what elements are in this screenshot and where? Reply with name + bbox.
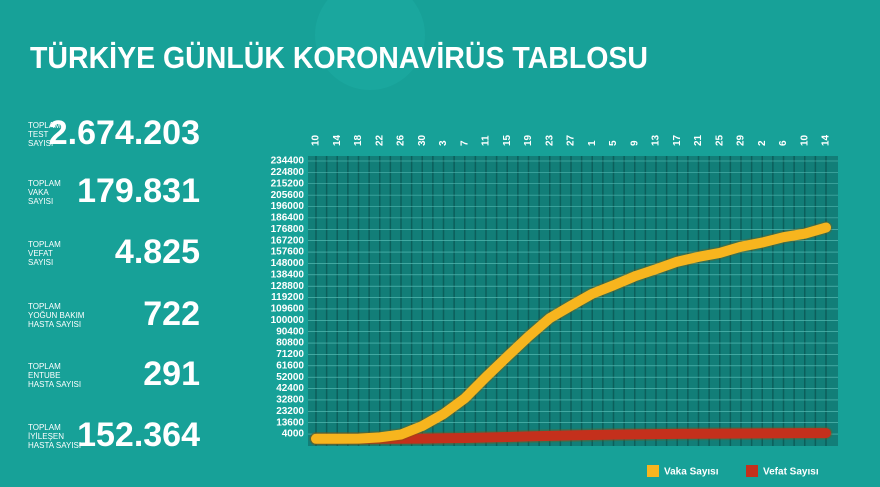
x-tick-label: 27 [566, 134, 577, 146]
x-tick-label: 30 [417, 134, 428, 146]
y-tick-label: 138400 [271, 269, 305, 280]
legend-swatch [746, 465, 758, 477]
y-tick-label: 23200 [276, 406, 304, 417]
y-tick-label: 186400 [271, 213, 305, 224]
legend-label: Vefat Sayısı [763, 467, 819, 478]
stat-label: TEST [28, 130, 49, 139]
x-tick-label: 19 [523, 134, 534, 146]
y-tick-label: 215200 [271, 178, 305, 189]
x-tick-label: 3 [438, 140, 449, 146]
y-tick-label: 128800 [271, 281, 305, 292]
x-tick-label: 22 [374, 134, 385, 146]
y-tick-label: 167200 [271, 235, 305, 246]
x-tick-label: 10 [311, 134, 322, 146]
y-tick-label: 80800 [276, 338, 304, 349]
x-tick-label: 14 [821, 134, 832, 146]
x-tick-label: 2 [757, 140, 768, 146]
x-tick-label: 26 [396, 134, 407, 146]
stat-label: YOĞUN BAKIM [28, 311, 85, 320]
stat-label: VEFAT [28, 249, 53, 258]
x-tick-label: 25 [714, 134, 725, 146]
title: TÜRKİYE GÜNLÜK KORONAVİRÜS TABLOSU [30, 40, 648, 75]
stat-value: 722 [143, 295, 200, 333]
y-tick-label: 119200 [271, 292, 304, 303]
x-tick-label: 10 [799, 134, 810, 146]
x-tick-label: 13 [651, 134, 662, 146]
x-tick-label: 9 [629, 140, 640, 146]
y-tick-label: 61600 [276, 360, 304, 371]
y-tick-label: 90400 [276, 326, 304, 337]
y-tick-label: 42400 [276, 383, 304, 394]
x-tick-label: 11 [481, 135, 492, 146]
x-tick-label: 15 [502, 134, 513, 146]
stat-label: TOPLAM [28, 121, 61, 130]
x-tick-label: 1 [587, 140, 598, 146]
y-tick-label: 32800 [276, 395, 304, 406]
stat-label: SAYISI [28, 258, 53, 267]
y-tick-label: 52000 [276, 372, 304, 383]
y-tick-label: 71200 [276, 349, 304, 360]
x-tick-label: 21 [693, 134, 704, 146]
stat-label: HASTA SAYISI [28, 320, 81, 329]
x-tick-label: 18 [353, 134, 364, 146]
legend-label: Vaka Sayısı [664, 467, 719, 478]
x-tick-label: 29 [736, 134, 747, 146]
stat-label: TOPLAM [28, 423, 61, 432]
stat-label: TOPLAM [28, 179, 61, 188]
y-tick-label: 100000 [271, 315, 305, 326]
y-tick-label: 148000 [271, 258, 305, 269]
stat-label: İYİLEŞEN [28, 432, 64, 441]
y-tick-label: 109600 [271, 304, 305, 315]
stat-label: ENTUBE [28, 371, 60, 380]
virus-decoration [315, 0, 425, 90]
y-tick-label: 176800 [271, 224, 305, 235]
x-tick-label: 23 [544, 134, 555, 146]
stat-label: TOPLAM [28, 302, 61, 311]
x-tick-label: 5 [608, 140, 619, 146]
y-tick-label: 196000 [271, 201, 305, 212]
stat-label: VAKA [28, 188, 49, 197]
stat-label: TOPLAM [28, 240, 61, 249]
series-line [311, 222, 831, 444]
y-tick-label: 157600 [271, 247, 305, 258]
x-tick-label: 17 [672, 134, 683, 146]
y-tick-label: 224800 [271, 167, 305, 178]
stat-value: 152.364 [77, 416, 200, 454]
stat-value: 4.825 [115, 233, 200, 271]
stat-label: SAYISI [28, 139, 53, 148]
stat-value: 179.831 [77, 172, 200, 210]
y-tick-label: 234400 [271, 156, 305, 167]
stat-value: 291 [143, 355, 200, 393]
legend-swatch [647, 465, 659, 477]
stat-label: HASTA SAYISI [28, 380, 81, 389]
stat-label: SAYISI [28, 197, 53, 206]
stat-label: HASTA SAYISI [28, 441, 81, 450]
x-tick-label: 6 [778, 140, 789, 146]
x-tick-label: 7 [459, 140, 470, 146]
y-tick-label: 13600 [276, 417, 304, 428]
y-tick-label: 205600 [271, 190, 305, 201]
x-tick-label: 14 [332, 134, 343, 146]
stat-value: 2.674.203 [49, 114, 200, 152]
y-tick-label: 4000 [282, 429, 305, 440]
stat-label: TOPLAM [28, 362, 61, 371]
